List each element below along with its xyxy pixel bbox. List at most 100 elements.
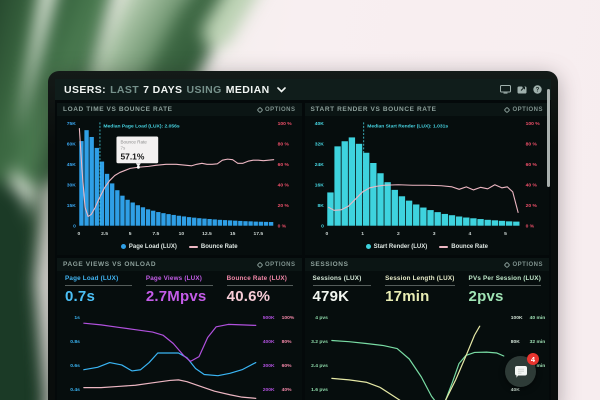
laptop-screen: USERS: LAST 7 DAYS USING MEDIAN ? LOAD T… [48,71,558,400]
svg-text:Median Page Load (LUX): 2.056s: Median Page Load (LUX): 2.056s [103,123,179,129]
svg-text:40 %: 40 % [278,183,290,189]
display-icon[interactable] [500,85,511,94]
sessions-chart: 4 pvs 3.2 pvs 2.4 pvs 1.6 pvs 100K 40 min 80K 3… [311,315,545,400]
svg-text:100K: 100K [510,315,522,321]
panel-page-views: PAGE VIEWS VS ONLOAD OPTIONS Page Load (… [57,258,302,400]
svg-text:4 pvs: 4 pvs [315,315,328,321]
svg-text:40 min: 40 min [529,315,545,321]
panel-header: START RENDER VS BOUNCE RATE OPTIONS [304,103,549,116]
svg-text:100%: 100% [282,315,295,321]
metric-bounce-rate: Bounce Rate (LUX) 40.6% [226,275,294,305]
panel-load-time: LOAD TIME VS BOUNCE RATE OPTIONS 75K 60K 4… [57,103,302,255]
svg-text:32K: 32K [314,142,324,148]
svg-text:20 %: 20 % [525,203,537,209]
chart-legend: Page Load (LUX) Bounce Rate [57,239,302,254]
share-icon[interactable] [517,85,527,94]
svg-text:0: 0 [77,231,80,237]
chat-button[interactable]: 4 [505,353,539,387]
svg-text:80 %: 80 % [278,142,290,148]
svg-text:0.6s: 0.6s [70,362,80,368]
svg-text:0 %: 0 % [525,223,534,229]
svg-text:0: 0 [325,231,328,237]
svg-text:4: 4 [468,231,471,237]
panel-title: SESSIONS [310,261,349,268]
options-button[interactable]: OPTIONS [256,261,296,268]
chevron-down-icon [276,86,286,93]
panel-title: PAGE VIEWS VS ONLOAD [63,261,157,268]
svg-text:15K: 15K [67,203,77,209]
svg-text:2: 2 [396,231,399,237]
notification-badge: 4 [527,353,539,365]
svg-text:60%: 60% [282,362,293,368]
legend-dot [365,244,371,249]
using-word: USING [186,83,222,96]
svg-text:5: 5 [129,231,132,237]
svg-text:500K: 500K [263,315,275,321]
svg-text:24 min: 24 min [529,362,545,368]
panel-start-render: START RENDER VS BOUNCE RATE OPTIONS 40K 3… [304,103,550,255]
svg-text:32 min: 32 min [529,339,545,345]
svg-text:100 %: 100 % [278,121,293,127]
svg-text:80K: 80K [510,339,520,345]
svg-text:17.5: 17.5 [253,231,263,237]
svg-text:2.5: 2.5 [101,231,108,237]
legend-line [188,245,198,248]
metric-row: Sessions (LUX) 479K Session Length (LUX)… [305,271,550,307]
start-render-chart: 40K 32K 24K 16K 8K 0 100 % 80 % 60 % 40 % 20 % 0 % 0… [314,121,539,237]
chat-icon [514,366,527,378]
svg-text:60 %: 60 % [278,162,290,168]
svg-text:12.5: 12.5 [202,231,212,237]
svg-text:10: 10 [179,231,185,237]
options-button[interactable]: OPTIONS [504,261,543,268]
days-value: 7 DAYS [143,83,183,96]
svg-text:40%: 40% [282,386,293,392]
svg-text:3: 3 [432,231,435,237]
panel-header: SESSIONS OPTIONS [304,258,549,271]
options-button[interactable]: OPTIONS [504,106,543,113]
svg-text:8K: 8K [317,203,324,209]
help-icon[interactable]: ? [533,85,542,94]
svg-text:30K: 30K [67,183,77,189]
dashboard-header: USERS: LAST 7 DAYS USING MEDIAN ? [55,79,551,100]
svg-text:80 %: 80 % [525,142,537,148]
time-range-selector[interactable]: USERS: LAST 7 DAYS USING MEDIAN [64,84,286,96]
gear-icon [504,106,511,113]
svg-text:60 %: 60 % [525,162,537,168]
metric-row: Page Load (LUX) 0.7s Page Views (LUX) 2.… [57,271,302,307]
svg-text:400K: 400K [263,339,275,345]
svg-text:7s: 7s [120,145,126,150]
panel-title: LOAD TIME VS BOUNCE RATE [63,106,173,113]
svg-text:57.1%: 57.1% [120,151,144,161]
options-button[interactable]: OPTIONS [256,106,296,113]
svg-text:40K: 40K [510,386,520,392]
svg-text:20 %: 20 % [278,203,290,209]
metric-sessions: Sessions (LUX) 479K [312,275,372,305]
aggregation-value: MEDIAN [225,83,270,96]
svg-text:0 %: 0 % [278,223,287,229]
svg-text:?: ? [536,88,540,94]
legend-line [439,245,449,248]
svg-text:3.2 pvs: 3.2 pvs [311,339,328,345]
svg-text:40K: 40K [314,121,324,127]
svg-text:1.6 pvs: 1.6 pvs [311,386,328,392]
chart-legend: Start Render (LUX) Bounce Rate [305,239,550,254]
svg-text:0: 0 [73,223,76,229]
metric-page-views: Page Views (LUX) 2.7Mpvs [145,275,213,305]
svg-text:0.4s: 0.4s [70,386,80,392]
page-views-chart: 1s 0.8s 0.6s 0.4s 500K 100% 400K 80% 300K 60% 200K… [70,315,295,399]
svg-text:2.4 pvs: 2.4 pvs [311,362,328,368]
svg-text:5: 5 [504,231,507,237]
legend-dot [120,244,126,249]
svg-text:7.5: 7.5 [152,231,159,237]
gear-icon [256,261,263,268]
header-toolbar: ? [500,85,542,94]
users-label: USERS: [64,83,107,96]
scrollbar[interactable] [547,89,550,187]
gear-icon [256,106,263,113]
svg-text:24K: 24K [314,162,324,168]
svg-text:45K: 45K [67,162,77,168]
metric-page-load: Page Load (LUX) 0.7s [65,275,132,305]
panel-grid: LOAD TIME VS BOUNCE RATE OPTIONS 75K 60K 4… [55,100,551,400]
svg-text:0: 0 [321,223,324,229]
gear-icon [504,261,511,268]
